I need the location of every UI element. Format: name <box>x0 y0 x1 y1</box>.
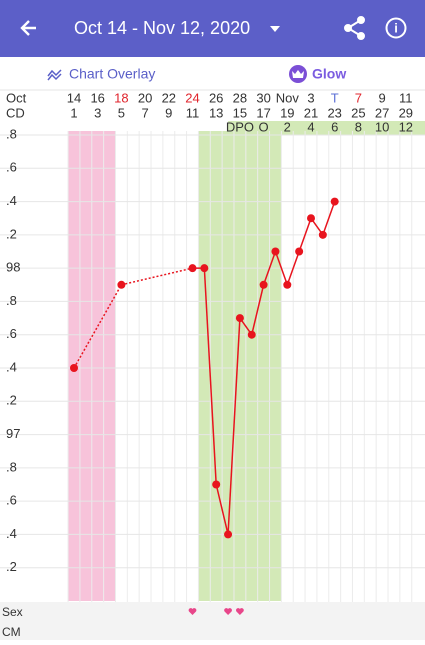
y-tick-label: .6 <box>6 493 17 508</box>
temp-segment <box>298 217 312 252</box>
cd-label: 27 <box>375 105 389 120</box>
y-tick-label: .6 <box>6 160 17 175</box>
cm-label: CM <box>2 625 21 639</box>
cd-label: 5 <box>118 105 125 120</box>
y-tick-label: .2 <box>6 559 17 574</box>
dpo-label: O <box>259 119 269 134</box>
cd-label: 7 <box>141 105 148 120</box>
temp-segment <box>203 268 217 485</box>
date-label: 26 <box>209 90 223 105</box>
cd-label: 1 <box>70 105 77 120</box>
temp-segment <box>286 251 300 286</box>
temp-point <box>283 280 292 289</box>
y-tick-label: .8 <box>6 126 17 141</box>
y-tick-label: .8 <box>6 293 17 308</box>
dpo-label: DPO <box>226 119 254 134</box>
y-tick-label: .8 <box>6 459 17 474</box>
date-range[interactable]: Oct 14 - Nov 12, 2020 <box>74 18 250 38</box>
symptom-rows <box>0 602 425 640</box>
date-label: 22 <box>162 90 176 105</box>
chart-overlay[interactable]: Chart Overlay <box>69 66 155 82</box>
temp-point <box>330 197 339 206</box>
date-label: 3 <box>307 90 314 105</box>
glow-brand[interactable]: Glow <box>312 66 346 82</box>
temp-segment <box>274 251 289 286</box>
date-label: 14 <box>67 90 81 105</box>
date-label: Nov <box>276 90 300 105</box>
dpo-label: 10 <box>375 119 389 134</box>
temp-point <box>307 214 315 223</box>
y-tick-label: .2 <box>6 226 17 241</box>
cd-label: 17 <box>256 105 270 120</box>
temp-segment <box>227 318 241 535</box>
temp-point <box>188 264 197 273</box>
y-tick-label: .2 <box>6 393 17 408</box>
date-label: 9 <box>378 90 385 105</box>
temp-point <box>295 247 304 256</box>
temp-point <box>212 480 221 489</box>
date-label: 24 <box>185 90 199 105</box>
cd-label: 9 <box>165 105 172 120</box>
temp-segment <box>322 201 336 236</box>
temp-point <box>235 314 244 323</box>
temp-point <box>224 530 233 539</box>
y-tick-label: .4 <box>6 526 17 541</box>
crown <box>292 70 304 78</box>
share-button[interactable] <box>344 16 365 40</box>
cd-label: 25 <box>351 105 365 120</box>
temp-segment <box>251 284 265 335</box>
cd-label: 23 <box>327 105 341 120</box>
back-button[interactable] <box>20 20 36 36</box>
sex-heart <box>236 608 244 615</box>
dpo-label: 8 <box>355 119 362 134</box>
temp-segment <box>215 484 229 535</box>
dpo-label: 4 <box>307 119 314 134</box>
date-label: 7 <box>355 90 362 105</box>
y-tick-label: .4 <box>6 193 17 208</box>
temp-point <box>200 264 209 273</box>
cd-label: 15 <box>233 105 247 120</box>
dpo-label: 2 <box>284 119 291 134</box>
date-label: 28 <box>233 90 247 105</box>
cd-label: CD <box>6 105 25 120</box>
sex-label: Sex <box>2 605 23 619</box>
y-tick-label: .4 <box>6 359 17 374</box>
date-label: T <box>331 90 339 105</box>
temp-point <box>70 364 78 372</box>
cd-label: 11 <box>186 105 200 120</box>
y-tick-label: 98 <box>6 260 20 275</box>
y-tick-label: 97 <box>6 426 20 441</box>
temp-segment <box>262 251 277 286</box>
y-tick-label: .6 <box>6 326 17 341</box>
temp-point <box>117 280 126 289</box>
app-bar <box>0 0 425 57</box>
svg-text:i: i <box>394 20 398 35</box>
temp-point <box>318 230 327 239</box>
sex-heart <box>224 608 232 615</box>
sex-heart <box>188 608 197 615</box>
dpo-label: 12 <box>399 119 413 134</box>
cd-label: 19 <box>280 105 294 120</box>
month-label: Oct <box>6 90 27 105</box>
temp-point <box>259 280 268 289</box>
date-label: 30 <box>256 90 270 105</box>
date-label: 18 <box>114 90 128 105</box>
temp-segment <box>121 267 193 286</box>
dpo-label: 6 <box>331 119 338 134</box>
temp-point <box>247 330 256 339</box>
date-label: 11 <box>399 90 413 105</box>
date-label: 20 <box>138 90 152 105</box>
temp-point <box>271 247 280 256</box>
date-label: 16 <box>90 90 104 105</box>
info-button[interactable]: i <box>385 17 407 39</box>
dropdown-arrow[interactable] <box>270 26 280 32</box>
cd-label: 3 <box>94 105 101 120</box>
cd-label: 29 <box>399 105 413 120</box>
phase-band <box>198 131 282 601</box>
cd-label: 13 <box>209 105 223 120</box>
cd-label: 21 <box>304 105 318 120</box>
overlay-icon <box>47 69 62 81</box>
